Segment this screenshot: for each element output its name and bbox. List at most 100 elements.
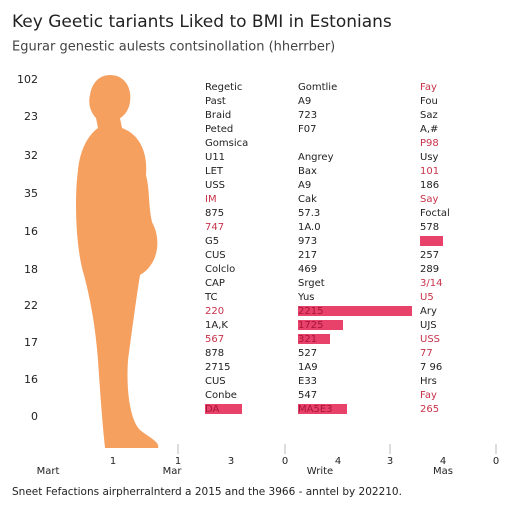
cell-text: 265 <box>420 404 439 415</box>
cell-text: F07 <box>298 124 316 135</box>
cell-text: Bax <box>298 166 317 177</box>
subtitle: Egurar genestic aulests contsinollation … <box>12 40 335 55</box>
cell-text: LET <box>205 166 224 177</box>
bottom-number: 3 <box>228 456 234 467</box>
left-label: 18 <box>24 263 38 276</box>
cell-text: 2715 <box>205 362 230 373</box>
cell-text: 469 <box>298 264 317 275</box>
bottom-number: 1 <box>110 456 116 467</box>
bottom-word: Mart <box>37 466 60 477</box>
cell-text: 77 <box>420 348 433 359</box>
cell-text: Foctal <box>420 208 450 219</box>
cell-text: DA <box>205 404 220 415</box>
ticks <box>177 444 497 454</box>
left-label: 22 <box>24 299 38 312</box>
cell-text: 257 <box>420 250 439 261</box>
cell-text: Fay <box>420 82 437 93</box>
cell-text: 547 <box>298 390 317 401</box>
left-label: 32 <box>24 149 38 162</box>
cell-text: 1725 <box>298 320 323 331</box>
left-label: 16 <box>24 225 38 238</box>
cell-text: Past <box>205 96 226 107</box>
bottom-word: Write <box>307 466 333 477</box>
cell-text: U11 <box>205 152 225 163</box>
cell-text: 1A9 <box>298 362 318 373</box>
bottom-number: 0 <box>282 456 288 467</box>
cell-text: IM <box>205 194 217 205</box>
cell-text: CUS <box>205 376 226 387</box>
cell-text: E33 <box>298 376 317 387</box>
cell-text: CAP <box>205 278 225 289</box>
cell-bar <box>298 334 330 344</box>
cell-text: Srget <box>298 278 325 289</box>
bottom-number: 1 <box>175 456 181 467</box>
cell-text: P98 <box>420 138 439 149</box>
cell-text: Usy <box>420 152 439 163</box>
cell-text: 321 <box>298 334 317 345</box>
cell-text: G5 <box>205 236 219 247</box>
silhouette <box>76 75 159 448</box>
left-label: 17 <box>24 336 38 349</box>
cell-text: Say <box>420 194 438 205</box>
cell-text: 747 <box>205 222 224 233</box>
cell-text: 1A,K <box>205 320 228 331</box>
cell-text: 3/14 <box>420 278 442 289</box>
cell-text: 186 <box>420 180 439 191</box>
cell-text: 1A.0 <box>298 222 321 233</box>
footer: Sneet Fefactions airpherralnterd a 2015 … <box>12 486 402 498</box>
left-label: 35 <box>24 187 38 200</box>
cell-text: Peted <box>205 124 233 135</box>
cell-text: 220 <box>205 306 224 317</box>
cell-text: Regetic <box>205 82 242 93</box>
cell-text: Yus <box>297 292 315 303</box>
bottom-word: Mar <box>163 466 183 477</box>
cell-text: Fay <box>420 390 437 401</box>
cell-text: TC <box>204 292 218 303</box>
left-label: 23 <box>24 110 38 123</box>
cell-bar <box>420 236 443 246</box>
left-label: 0 <box>31 410 38 423</box>
cell-bar <box>298 404 347 414</box>
cell-text: A9 <box>298 180 311 191</box>
cell-text: 578 <box>420 222 439 233</box>
cell-text: 57.3 <box>298 208 320 219</box>
cell-text: Gomsica <box>205 138 248 149</box>
cell-text: MA5E3 <box>298 404 333 415</box>
left-label: 16 <box>24 373 38 386</box>
cell-text: Hrs <box>420 376 437 387</box>
cell-text: Angrey <box>298 152 334 163</box>
bottom-word: Mas <box>433 466 453 477</box>
cell-text: Gomtlie <box>298 82 337 93</box>
cell-text: 527 <box>298 348 317 359</box>
cell-text: Saz <box>420 110 438 121</box>
bottom-number: 3 <box>387 456 393 467</box>
cell-bar <box>298 306 412 316</box>
cell-text: 878 <box>205 348 224 359</box>
title: Key Geetic tariants Liked to BMI in Esto… <box>12 12 392 32</box>
cell-text: 2215 <box>298 306 323 317</box>
cell-text: Ary <box>420 306 437 317</box>
cell-text: Braid <box>205 110 231 121</box>
cell-text: 567 <box>205 334 224 345</box>
cell-bar <box>205 404 242 414</box>
bottom-number: 0 <box>493 456 499 467</box>
left-label: 102 <box>17 73 38 86</box>
cell-text: 289 <box>420 264 439 275</box>
cell-text: CUS <box>205 250 226 261</box>
cell-text: A,# <box>420 124 438 135</box>
cell-text: Conbe <box>205 390 237 401</box>
cell-text: 217 <box>298 250 317 261</box>
cell-text: Fou <box>420 96 438 107</box>
cell-bar <box>298 320 343 330</box>
cell-text: UJS <box>420 320 437 331</box>
cell-text: 875 <box>205 208 224 219</box>
cell-text: A9 <box>298 96 311 107</box>
cell-text: Cak <box>298 194 317 205</box>
bottom-number: 4 <box>440 456 446 467</box>
cell-text: USS <box>420 334 440 345</box>
cell-text: 723 <box>298 110 317 121</box>
bottom-number: 4 <box>335 456 341 467</box>
cell-text: USS <box>205 180 225 191</box>
cell-text: 101 <box>420 166 439 177</box>
